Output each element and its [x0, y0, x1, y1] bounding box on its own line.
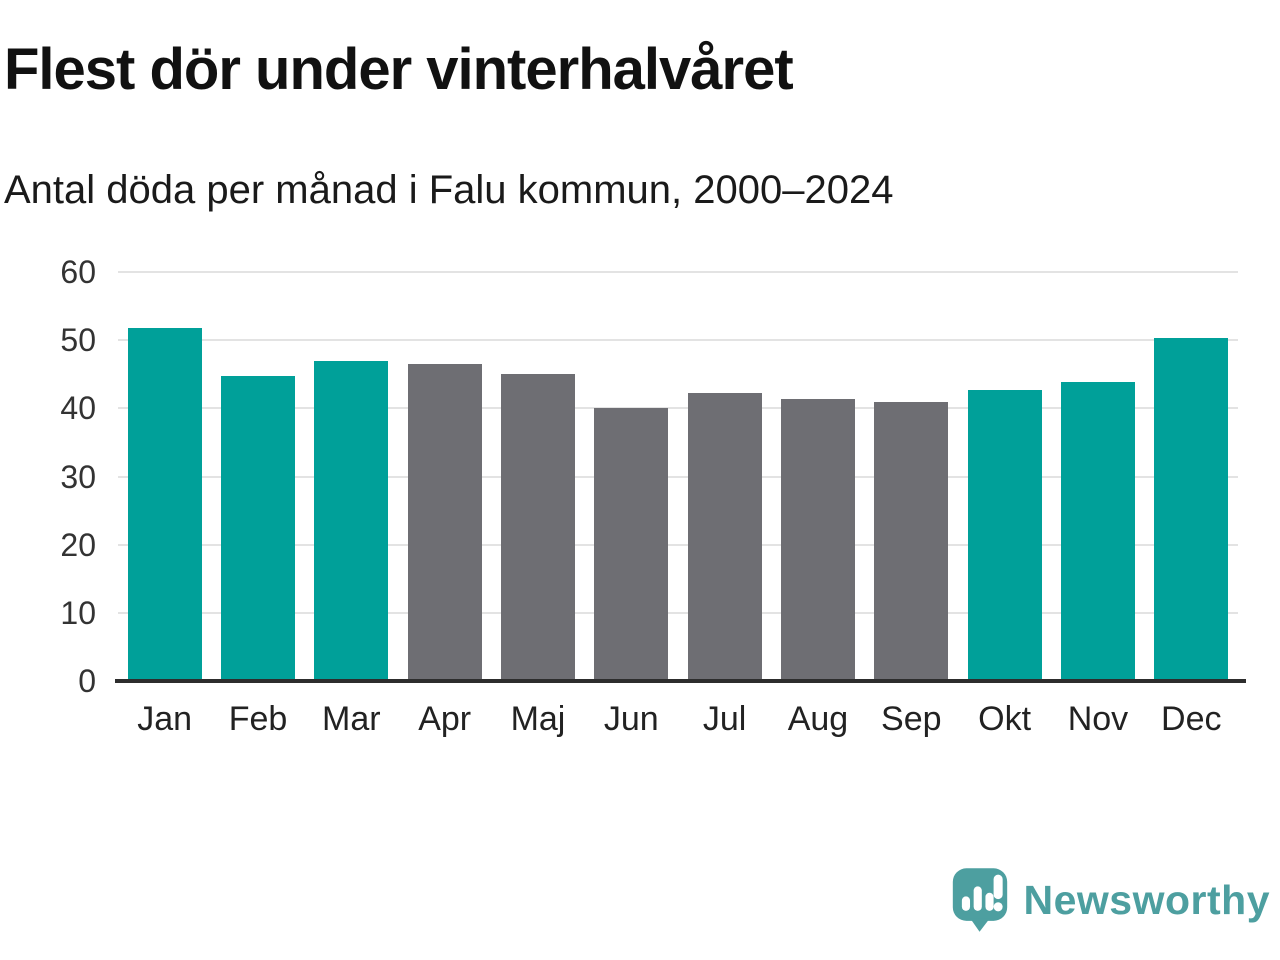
x-label-jul: Jul: [702, 700, 747, 738]
mini-bar-2: [973, 886, 982, 911]
bar-sep: [874, 401, 949, 681]
bar-slot-mar: [305, 272, 398, 681]
bar-maj: [500, 374, 575, 681]
bar-slot-jul: [678, 272, 771, 681]
x-label-apr: Apr: [418, 700, 472, 738]
bar-slot-jun: [585, 272, 678, 681]
x-axis-line: [115, 679, 1246, 683]
x-axis-labels: Jan Feb Mar Apr Maj Jun Jul Aug Sep Okt Nov Dec: [118, 700, 1238, 739]
bar-slot-jan: [118, 272, 211, 681]
chart-subtitle: Antal döda per månad i Falu kommun, 2000…: [4, 168, 894, 212]
brand-name: Newsworthy: [1023, 876, 1270, 923]
bar-okt: [967, 389, 1042, 681]
bars-container: [118, 272, 1238, 681]
y-axis-labels: 0 10 20 30 40 50 60: [0, 256, 96, 697]
y-tick-label-10: 10: [60, 594, 96, 631]
bar-aug: [780, 399, 855, 681]
x-label-jan: Jan: [137, 700, 193, 738]
bubble-tail: [969, 918, 990, 932]
plot-area: 0 10 20 30 40 50 60: [60, 256, 1246, 697]
bar-slot-sep: [865, 272, 958, 681]
y-tick-label-20: 20: [60, 526, 96, 563]
x-label-feb: Feb: [228, 700, 288, 738]
bar-mar: [314, 361, 389, 681]
chart-title: Flest dör under vinterhalvåret: [4, 37, 794, 102]
gridline-40: [118, 407, 1238, 410]
newsworthy-logo: Newsworthy: [951, 866, 1271, 934]
bar-slot-maj: [491, 272, 584, 681]
x-label-maj: Maj: [510, 700, 566, 738]
bar-nov: [1060, 382, 1135, 681]
exclamation-bar: [993, 874, 1003, 900]
gridline-20: [118, 543, 1238, 546]
y-tick-label-50: 50: [60, 322, 96, 359]
x-label-dec: Dec: [1161, 700, 1222, 738]
bar-feb: [220, 376, 295, 681]
x-label-okt: Okt: [978, 700, 1032, 738]
newsworthy-bubble-chart-icon: [952, 868, 1007, 932]
y-tick-label-60: 60: [60, 254, 96, 290]
x-label-aug: Aug: [787, 700, 849, 738]
bar-apr: [407, 364, 482, 681]
x-label-mar: Mar: [322, 700, 381, 738]
y-tick-label-0: 0: [78, 663, 96, 699]
bar-slot-apr: [398, 272, 491, 681]
gridline-60: [118, 271, 1238, 273]
bar-jul: [687, 392, 762, 681]
mini-bar-3: [984, 892, 994, 911]
bar-slot-nov: [1051, 272, 1144, 681]
bar-slot-okt: [958, 272, 1051, 681]
gridline-30: [118, 475, 1238, 478]
gridline-10: [118, 611, 1238, 614]
bar-slot-aug: [771, 272, 864, 681]
exclamation-dot: [993, 902, 1003, 912]
mini-bar-1: [961, 896, 970, 911]
bar-slot-dec: [1145, 272, 1238, 681]
x-label-nov: Nov: [1067, 700, 1129, 738]
bar-dec: [1154, 338, 1229, 681]
y-tick-label-40: 40: [60, 390, 96, 427]
gridline-50: [118, 339, 1238, 342]
x-label-sep: Sep: [881, 700, 942, 738]
x-label-jun: Jun: [603, 700, 659, 738]
bar-jan: [127, 327, 202, 681]
bar-jun: [594, 407, 669, 681]
y-tick-label-30: 30: [60, 458, 96, 495]
bar-slot-feb: [211, 272, 304, 681]
